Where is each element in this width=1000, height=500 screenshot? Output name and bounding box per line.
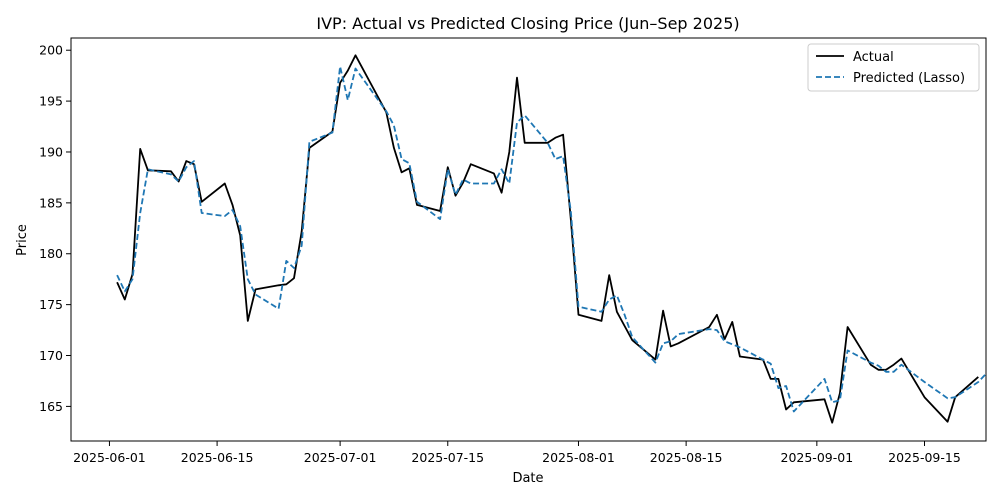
y-tick-label: 190 <box>39 144 63 159</box>
y-tick-label: 195 <box>39 94 63 109</box>
x-tick-label: 2025-08-01 <box>542 450 615 465</box>
y-tick-label: 185 <box>39 195 63 210</box>
x-tick-label: 2025-07-15 <box>411 450 484 465</box>
y-axis: 165 170 175 180 185 190 195 200 <box>39 43 71 414</box>
chart-title: IVP: Actual vs Predicted Closing Price (… <box>316 14 739 33</box>
series-layer <box>116 54 987 424</box>
y-tick-label: 200 <box>39 43 63 58</box>
y-tick-label: 165 <box>39 399 63 414</box>
y-axis-title: Price <box>15 224 30 256</box>
x-axis: 2025-06-01 2025-06-15 2025-07-01 2025-07-15… <box>73 441 961 465</box>
x-axis-title: Date <box>512 471 543 486</box>
x-tick-label: 2025-07-01 <box>304 450 377 465</box>
x-tick-label: 2025-09-01 <box>781 450 854 465</box>
y-tick-label: 170 <box>39 348 63 363</box>
legend-label-predicted: Predicted (Lasso) <box>853 71 965 86</box>
x-tick-label: 2025-06-01 <box>73 450 146 465</box>
series-line-actual <box>116 54 979 424</box>
legend: Actual Predicted (Lasso) <box>807 43 980 92</box>
legend-box <box>807 43 980 92</box>
x-tick-label: 2025-08-15 <box>650 450 723 465</box>
plot-area <box>70 37 987 442</box>
plot-frame <box>70 37 987 442</box>
x-tick-label: 2025-06-15 <box>181 450 254 465</box>
series-line-predicted <box>116 65 987 413</box>
x-tick-label: 2025-09-15 <box>888 450 961 465</box>
y-tick-label: 180 <box>39 246 63 261</box>
y-tick-label: 175 <box>39 297 63 312</box>
legend-label-actual: Actual <box>853 50 894 65</box>
